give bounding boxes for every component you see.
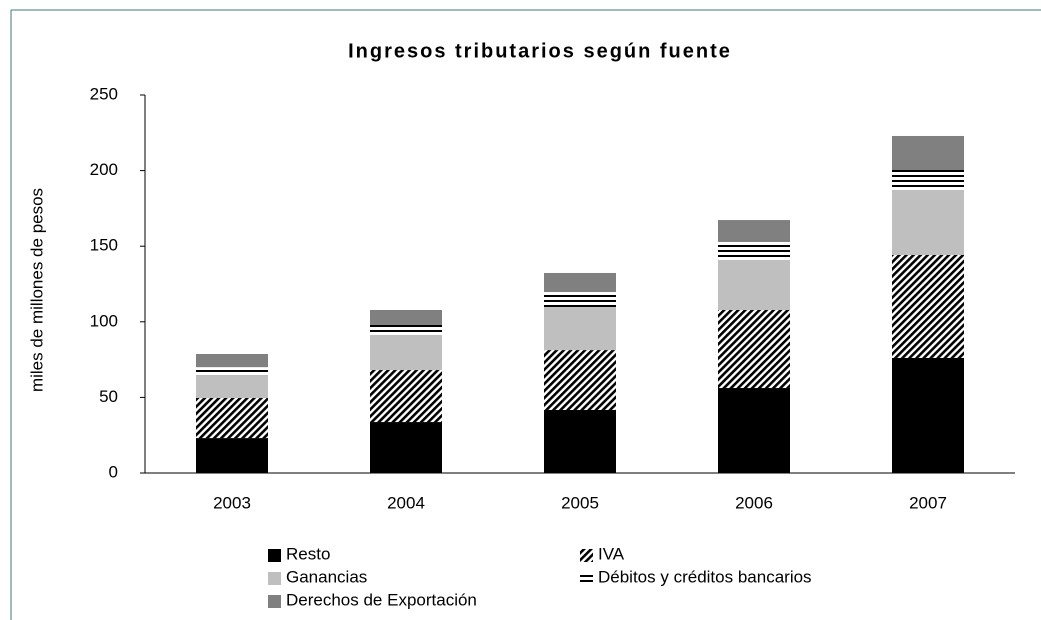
bar-segment [544,306,616,351]
bar-segment [370,422,442,473]
legend-swatch [268,549,281,562]
bar-segment [196,367,268,376]
bar-segment [196,375,268,399]
bar-segment [892,135,964,170]
bar-segment [718,388,790,473]
legend-label: Derechos de Exportación [286,590,477,609]
x-tick-label: 2007 [909,493,947,512]
legend-label: Ganancias [286,567,367,586]
y-tick-label: 0 [109,462,118,481]
legend-swatch [580,549,593,562]
bar-segment [370,370,442,423]
legend-label: IVA [598,544,625,563]
bar-segment [892,357,964,473]
x-tick-label: 2006 [735,493,773,512]
bar-segment [544,350,616,410]
bar-segment [370,310,442,325]
legend-label: Resto [286,544,330,563]
bar-segment [370,324,442,335]
x-tick-label: 2003 [213,493,251,512]
y-axis-label: miles de millones de pesos [27,188,46,392]
x-tick-label: 2004 [387,493,425,512]
bar-segment [544,292,616,307]
legend-swatch [268,572,281,585]
legend-label: Débitos y créditos bancarios [598,567,812,586]
bar-segment [196,438,268,473]
bar-segment [196,354,268,368]
bar-segment [892,169,964,190]
x-tick-label: 2005 [561,493,599,512]
y-tick-label: 150 [90,236,118,255]
y-tick-label: 50 [99,387,118,406]
bar-segment [718,220,790,242]
bar-segment [718,241,790,260]
bar-segment [544,272,616,293]
legend-swatch [268,595,281,608]
bar-segment [892,254,964,358]
bar-segment [718,310,790,389]
bar-segment [718,259,790,311]
y-tick-label: 200 [90,160,118,179]
y-tick-label: 250 [90,84,118,103]
bar-segment [892,189,964,255]
chart-title: Ingresos tributarios según fuente [348,40,732,62]
bar-segment [370,334,442,371]
bar-segment [196,398,268,439]
bar-segment [544,409,616,473]
legend-swatch [580,572,593,585]
y-tick-label: 100 [90,311,118,330]
